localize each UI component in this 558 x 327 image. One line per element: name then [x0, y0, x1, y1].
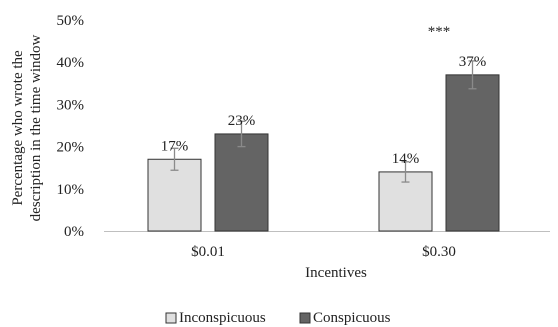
data-label: 37%: [459, 54, 487, 70]
y-axis-ticks: 0% 10% 20% 30% 40% 50%: [57, 13, 85, 240]
bar-inconspicuous: [147, 158, 202, 232]
y-tick-label: 50%: [57, 13, 85, 29]
error-bar: [237, 120, 246, 148]
significance-annotation: ***: [428, 24, 451, 40]
y-tick-label: 0%: [64, 224, 84, 240]
y-axis-title-line-2: description in the time window: [28, 35, 44, 222]
bar-conspicuous: [445, 74, 500, 232]
legend-label-inconspicuous: Inconspicuous: [179, 310, 266, 326]
y-tick-label: 40%: [57, 55, 85, 71]
legend-swatch-inconspicuous: [165, 312, 177, 324]
legend: Inconspicuous Conspicuous: [165, 310, 391, 326]
data-label: 23%: [228, 113, 256, 129]
x-tick-label: $0.01: [191, 244, 225, 260]
x-tick-label: $0.30: [422, 244, 456, 260]
y-tick-label: 20%: [57, 140, 85, 156]
error-bar: [401, 161, 410, 183]
y-tick-label: 30%: [57, 97, 85, 113]
legend-swatch-conspicuous: [299, 312, 311, 324]
data-label: 17%: [161, 138, 189, 154]
legend-label-conspicuous: Conspicuous: [313, 310, 391, 326]
error-bar: [170, 147, 179, 171]
y-axis-title-line-1: Percentage who wrote the: [10, 50, 26, 206]
y-axis-title: Percentage who wrote the description in …: [10, 35, 44, 222]
data-label: 14%: [392, 151, 420, 167]
bars-group: [147, 74, 500, 232]
bar-conspicuous: [214, 133, 269, 232]
data-labels-group: 17% 23% 14% 37%: [161, 54, 487, 167]
y-tick-label: 10%: [57, 182, 85, 198]
error-bar: [468, 60, 477, 90]
error-bars-group: [170, 60, 477, 183]
x-axis-title: Incentives: [305, 265, 367, 281]
x-axis-ticks: $0.01 $0.30: [191, 244, 456, 260]
